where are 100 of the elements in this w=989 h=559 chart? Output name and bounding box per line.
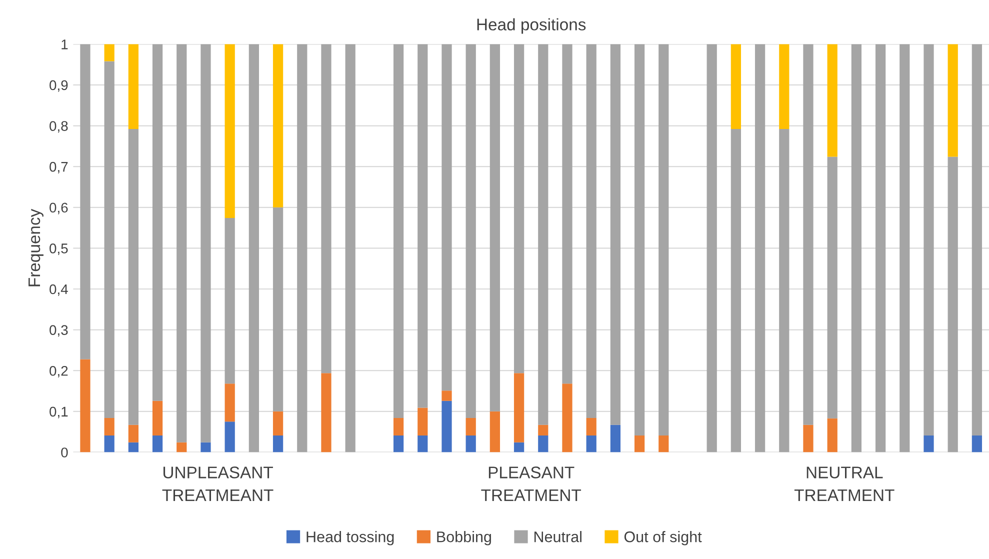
y-tick-label: 0,6 — [50, 202, 68, 214]
bar — [176, 442, 187, 452]
bar — [803, 424, 814, 452]
bar — [730, 129, 742, 452]
bar — [972, 436, 982, 452]
legend-label: Out of sight — [624, 531, 702, 546]
chart-title: Head positions — [477, 18, 586, 34]
y-tick-label: 0,8 — [50, 121, 68, 133]
bar — [586, 418, 596, 436]
y-tick-label: 0,1 — [50, 406, 68, 418]
bar — [754, 44, 766, 452]
bar — [827, 418, 838, 452]
bar — [272, 411, 284, 436]
bar — [176, 44, 187, 442]
bar — [104, 61, 114, 418]
bar — [224, 384, 235, 422]
bar — [321, 44, 332, 374]
bar — [948, 156, 958, 452]
bar — [900, 44, 910, 452]
bar — [658, 44, 669, 436]
bar — [418, 44, 428, 408]
bar — [224, 44, 235, 218]
y-tick-label: 0,3 — [50, 325, 68, 337]
bar — [104, 436, 114, 452]
bar — [104, 418, 114, 436]
bar — [562, 44, 572, 384]
bar — [200, 44, 211, 442]
bar — [851, 44, 862, 452]
bar — [779, 44, 790, 130]
bar — [272, 207, 284, 412]
bar — [442, 44, 452, 391]
bar — [104, 44, 114, 62]
bar — [152, 436, 163, 452]
bar — [418, 436, 428, 452]
bar — [514, 442, 524, 452]
bar — [393, 436, 404, 452]
bar — [827, 156, 838, 418]
bar — [538, 424, 548, 436]
bar — [610, 44, 621, 425]
y-tick-label: 0,4 — [50, 284, 68, 296]
bar — [128, 44, 138, 130]
bar — [128, 129, 138, 425]
bar — [466, 44, 476, 418]
bar — [538, 44, 548, 425]
bar — [514, 44, 524, 374]
bar — [658, 436, 669, 452]
text: PLEASANT TREATMENT — [481, 466, 582, 501]
legend-label: Neutral — [534, 531, 582, 542]
bar — [321, 373, 332, 452]
bar — [875, 44, 886, 452]
bar — [442, 400, 452, 452]
legend-label: Bobbing — [437, 531, 491, 546]
y-tick-label: 1 — [62, 40, 68, 50]
y-tick-label: 0,7 — [50, 162, 68, 174]
bar — [924, 436, 934, 452]
bar — [80, 359, 90, 452]
bar — [224, 422, 235, 452]
y-tick-label: 0,2 — [50, 366, 68, 378]
bar — [345, 44, 356, 452]
bar — [466, 436, 476, 452]
y-tick-label: 0 — [61, 448, 68, 458]
bar — [297, 44, 308, 452]
bar — [393, 418, 404, 436]
bar — [80, 44, 90, 360]
bar — [490, 44, 500, 412]
bar — [972, 44, 982, 436]
bar — [803, 44, 814, 425]
bar — [610, 424, 621, 452]
bar — [442, 390, 452, 401]
bar — [272, 436, 284, 452]
bar — [418, 408, 428, 436]
bar — [224, 218, 235, 384]
bar — [586, 44, 596, 418]
bar — [393, 44, 404, 418]
bar — [152, 400, 163, 436]
bar — [248, 44, 259, 452]
bar — [706, 44, 717, 452]
legend-label: Head tossing — [306, 531, 394, 546]
bar — [924, 44, 934, 436]
text: NEUTRAL TREATMENT — [794, 466, 894, 501]
bar — [562, 384, 572, 452]
bar — [827, 44, 838, 157]
y-tick-label: 0,9 — [50, 80, 68, 92]
text: UNPLEASANT TREATMEANT — [162, 466, 274, 501]
bar — [779, 129, 790, 452]
bar — [948, 44, 958, 157]
bar — [128, 424, 138, 442]
bar — [514, 373, 524, 442]
bar — [634, 44, 645, 436]
bar — [466, 418, 476, 436]
y-axis-title: Frequency — [28, 208, 44, 286]
bar — [128, 442, 138, 452]
bar — [200, 442, 211, 452]
bar — [152, 44, 163, 401]
bar — [730, 44, 742, 130]
y-tick-label: 0,5 — [50, 244, 68, 256]
bar — [634, 436, 645, 452]
bar — [490, 411, 500, 452]
bar — [272, 44, 284, 208]
bar — [538, 436, 548, 452]
